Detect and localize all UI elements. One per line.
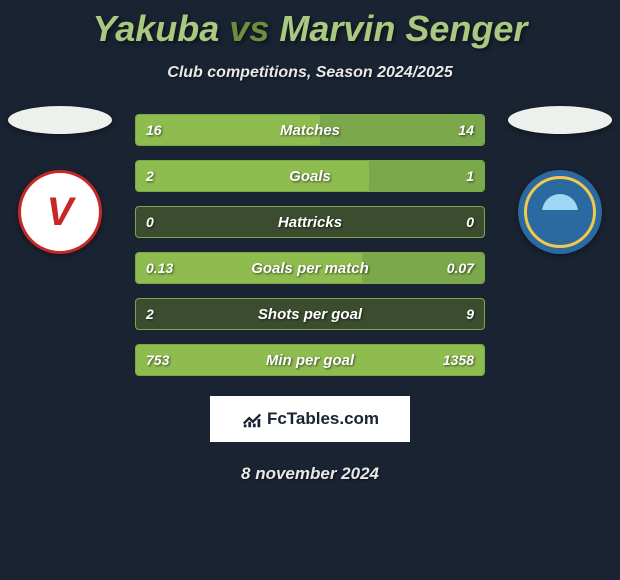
stat-label: Min per goal [266,352,354,369]
player1-silhouette [8,106,112,134]
stat-value-right: 0.07 [447,260,474,276]
brand-text: FcTables.com [267,409,379,429]
stat-value-right: 14 [458,122,474,138]
stat-label: Hattricks [278,214,342,231]
title-player1: Yakuba [93,8,220,49]
stat-value-right: 9 [466,306,474,322]
brand-logo: FcTables.com [210,396,410,442]
stats-list: 16 Matches 14 2 Goals 1 0 Hattricks 0 0.13 Goals p… [135,114,485,376]
stat-value-left: 0.13 [146,260,173,276]
player1-club-badge: V [18,170,102,254]
player1-badge-letter: V [47,192,74,232]
player2-block [508,106,612,254]
stat-row: 0 Hattricks 0 [135,206,485,238]
stat-value-right: 1358 [443,352,474,368]
player1-block: V [8,106,112,254]
stat-value-left: 2 [146,168,154,184]
footer-date: 8 november 2024 [0,464,620,484]
subtitle: Club competitions, Season 2024/2025 [0,64,620,82]
stat-fill-left [136,161,369,191]
stat-value-left: 16 [146,122,162,138]
chart-icon [241,408,263,430]
title-vs: vs [229,8,269,49]
stat-label: Matches [280,122,340,139]
player2-club-badge [518,170,602,254]
stat-value-left: 2 [146,306,154,322]
stat-row: 2 Shots per goal 9 [135,298,485,330]
title-player2: Marvin Senger [279,8,527,49]
stat-value-right: 0 [466,214,474,230]
stat-label: Goals per match [251,260,369,277]
title: Yakuba vs Marvin Senger [0,0,620,50]
badge-center [542,194,578,230]
stat-label: Shots per goal [258,306,362,323]
stat-value-left: 0 [146,214,154,230]
stat-label: Goals [289,168,331,185]
content-area: V 16 Matches 14 2 Goals 1 0 Hattricks 0 0.13 Goals… [0,114,620,484]
stat-row: 16 Matches 14 [135,114,485,146]
stat-row: 2 Goals 1 [135,160,485,192]
player2-silhouette [508,106,612,134]
stat-row: 753 Min per goal 1358 [135,344,485,376]
stat-value-left: 753 [146,352,169,368]
stat-value-right: 1 [466,168,474,184]
stat-row: 0.13 Goals per match 0.07 [135,252,485,284]
